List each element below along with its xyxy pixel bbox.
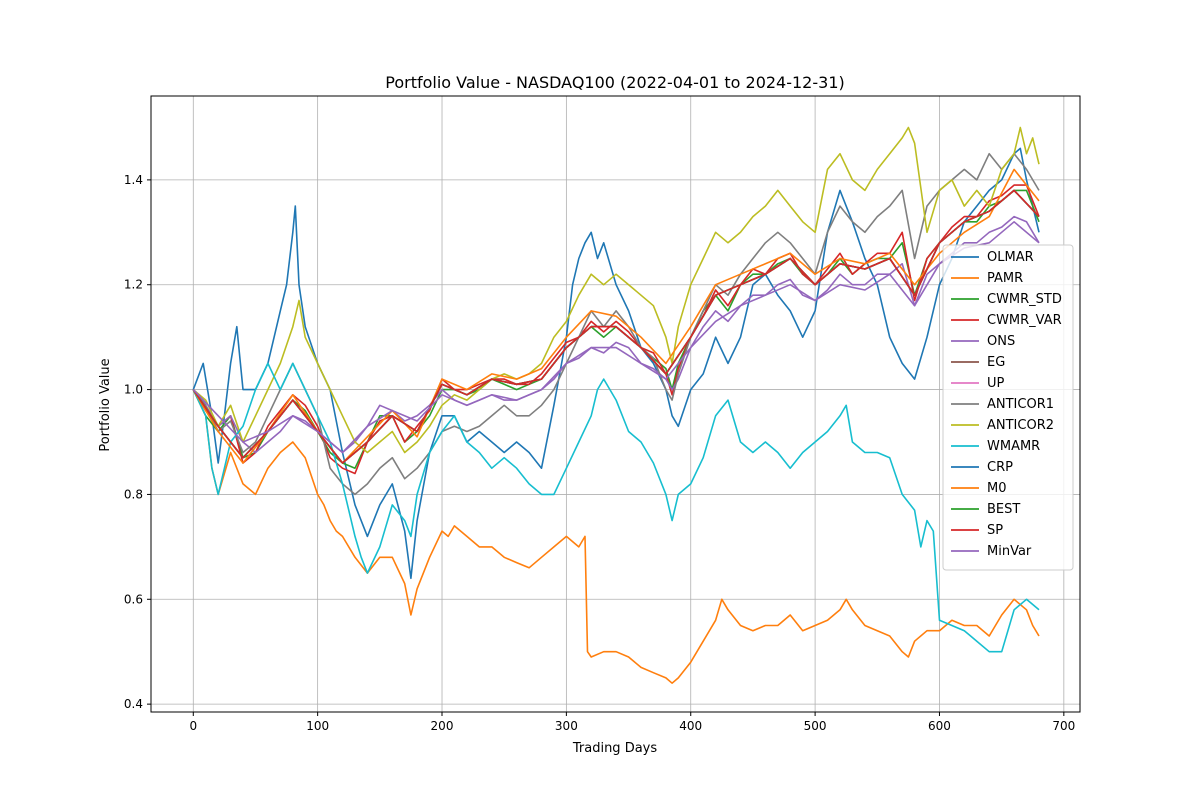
y-tick-label: 0.4 [124, 697, 143, 711]
legend-label-m0: M0 [987, 481, 1007, 496]
legend-label-crp: CRP [987, 460, 1013, 475]
series-line-pamr [192, 389, 1040, 685]
legend-label-anticor2: ANTICOR2 [987, 418, 1054, 433]
legend-label-anticor1: ANTICOR1 [987, 397, 1054, 412]
series-line-anticor1 [192, 152, 1040, 496]
legend-label-eg: EG [987, 355, 1005, 370]
x-tick-label: 200 [431, 719, 454, 733]
series-line-wmamr [192, 362, 1040, 653]
legend-label-olmar: OLMAR [987, 250, 1034, 265]
y-tick-label: 0.8 [124, 487, 143, 501]
series-line-olmar [192, 147, 1040, 580]
legend: OLMAR PAMR CWMR_STD CWMR_VAR ONS EG UP ANTICOR1… [942, 244, 1074, 571]
x-tick-label: 700 [1052, 719, 1075, 733]
x-tick-label: 0 [189, 719, 197, 733]
x-axis-label: Trading Days [572, 741, 657, 756]
y-tick-label: 1.2 [124, 278, 143, 292]
y-axis-ticks: 0.4 0.6 0.8 1.0 1.2 1.4 [124, 173, 151, 711]
x-tick-label: 500 [804, 719, 827, 733]
chart-title: Portfolio Value - NASDAQ100 (2022-04-01 … [385, 73, 844, 92]
series-line-minvar [192, 221, 1040, 454]
y-tick-label: 1.4 [124, 173, 143, 187]
legend-label-cwmr-std: CWMR_STD [987, 292, 1062, 307]
legend-label-pamr: PAMR [987, 271, 1023, 286]
legend-label-sp: SP [987, 523, 1003, 538]
x-tick-label: 300 [555, 719, 578, 733]
y-tick-label: 0.6 [124, 592, 143, 606]
plot-frame [150, 95, 1081, 713]
y-tick-label: 1.0 [124, 383, 143, 397]
series-line-sp [192, 189, 1040, 464]
series-line-anticor2 [192, 126, 1040, 454]
legend-label-best: BEST [987, 502, 1020, 517]
series-lines [192, 126, 1040, 685]
x-tick-label: 100 [306, 719, 329, 733]
x-axis-ticks: 0 100 200 300 400 500 600 700 [189, 712, 1075, 733]
legend-label-cwmr-var: CWMR_VAR [987, 313, 1062, 328]
legend-label-minvar: MinVar [987, 544, 1032, 559]
legend-label-up: UP [987, 376, 1005, 391]
y-axis-label: Portfolio Value [98, 358, 113, 451]
x-tick-label: 400 [679, 719, 702, 733]
x-tick-label: 600 [928, 719, 951, 733]
legend-label-ons: ONS [987, 334, 1015, 349]
grid [151, 96, 1080, 712]
legend-label-wmamr: WMAMR [987, 439, 1040, 454]
